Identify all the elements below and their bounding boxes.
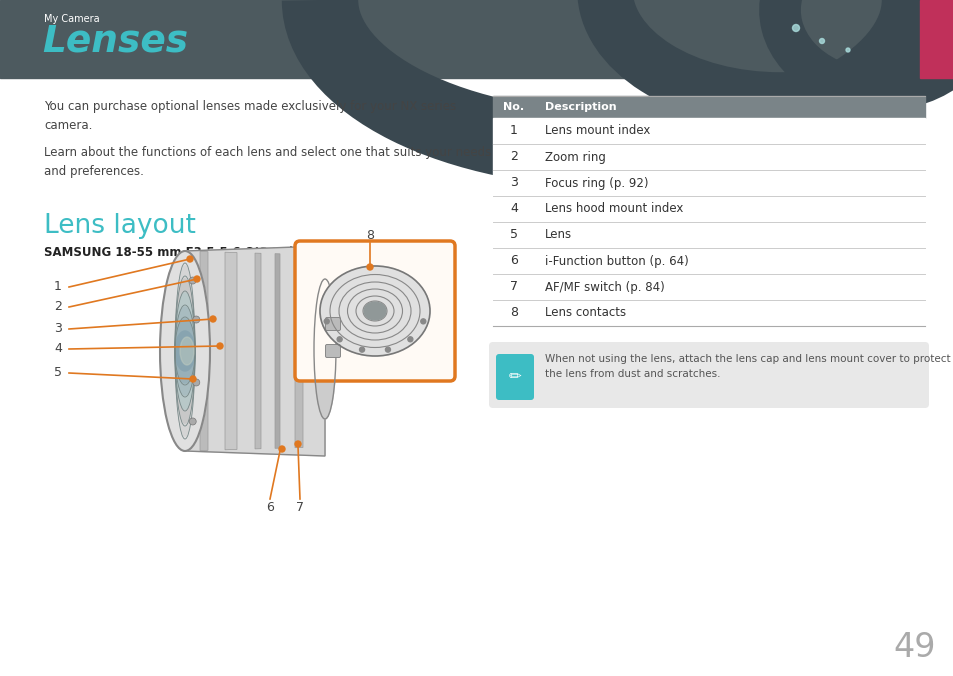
Text: 3: 3 xyxy=(510,176,517,189)
Text: 8: 8 xyxy=(366,229,374,242)
Text: When not using the lens, attach the lens cap and lens mount cover to protect
the: When not using the lens, attach the lens… xyxy=(544,354,949,379)
Text: Learn about the functions of each lens and select one that suits your needs
and : Learn about the functions of each lens a… xyxy=(44,146,491,178)
Circle shape xyxy=(193,316,199,323)
FancyBboxPatch shape xyxy=(294,241,455,381)
Circle shape xyxy=(367,264,373,270)
Ellipse shape xyxy=(174,331,194,371)
Text: Lens mount index: Lens mount index xyxy=(544,124,650,137)
Text: No.: No. xyxy=(503,102,524,112)
Text: 49: 49 xyxy=(893,631,935,664)
Polygon shape xyxy=(225,252,236,450)
Circle shape xyxy=(189,277,196,284)
Text: 5: 5 xyxy=(510,228,517,241)
Text: Lens layout: Lens layout xyxy=(44,213,195,239)
Circle shape xyxy=(210,316,215,322)
Text: 2: 2 xyxy=(54,301,62,314)
Circle shape xyxy=(216,343,223,349)
Text: Description: Description xyxy=(544,102,616,112)
Bar xyxy=(493,274,924,300)
Polygon shape xyxy=(254,253,261,449)
Circle shape xyxy=(324,319,329,324)
FancyBboxPatch shape xyxy=(325,345,340,358)
Circle shape xyxy=(189,418,196,425)
Text: SAMSUNG 18-55 mm F3.5-5.6 OIS III lens (example): SAMSUNG 18-55 mm F3.5-5.6 OIS III lens (… xyxy=(44,246,387,259)
Bar xyxy=(919,0,953,78)
Ellipse shape xyxy=(174,293,194,409)
Circle shape xyxy=(819,39,823,43)
Ellipse shape xyxy=(174,307,194,395)
Text: ✏: ✏ xyxy=(508,368,521,383)
Bar xyxy=(493,170,924,196)
Polygon shape xyxy=(274,254,280,448)
Ellipse shape xyxy=(174,319,194,383)
Circle shape xyxy=(336,337,342,342)
Ellipse shape xyxy=(174,266,194,436)
Bar xyxy=(493,96,924,118)
Bar xyxy=(493,144,924,170)
Bar xyxy=(493,300,924,326)
Circle shape xyxy=(408,337,413,342)
Circle shape xyxy=(193,276,200,282)
Text: 1: 1 xyxy=(510,124,517,137)
Bar xyxy=(0,0,953,78)
Text: Focus ring (p. 92): Focus ring (p. 92) xyxy=(544,176,648,189)
Text: 7: 7 xyxy=(295,501,304,514)
Circle shape xyxy=(294,441,301,447)
Bar xyxy=(493,222,924,248)
Polygon shape xyxy=(294,254,303,448)
Text: 7: 7 xyxy=(510,281,517,293)
Circle shape xyxy=(845,48,849,52)
Text: Lens contacts: Lens contacts xyxy=(544,306,625,320)
Text: 1: 1 xyxy=(54,281,62,293)
Ellipse shape xyxy=(180,337,193,365)
Text: Zoom ring: Zoom ring xyxy=(544,151,605,164)
Text: 2: 2 xyxy=(510,151,517,164)
Text: 4: 4 xyxy=(510,203,517,216)
Circle shape xyxy=(187,256,193,262)
Text: Lens: Lens xyxy=(544,228,572,241)
Circle shape xyxy=(792,24,799,32)
Text: 3: 3 xyxy=(54,322,62,335)
FancyBboxPatch shape xyxy=(496,354,534,400)
Ellipse shape xyxy=(364,302,386,320)
Ellipse shape xyxy=(160,251,210,451)
Circle shape xyxy=(193,379,199,386)
Text: My Camera: My Camera xyxy=(44,14,99,24)
Text: 5: 5 xyxy=(54,366,62,379)
Polygon shape xyxy=(185,246,325,456)
Circle shape xyxy=(359,347,364,352)
Text: Lenses: Lenses xyxy=(42,24,188,60)
Circle shape xyxy=(420,319,425,324)
Ellipse shape xyxy=(174,279,194,423)
FancyBboxPatch shape xyxy=(489,342,928,408)
Text: AF/MF switch (p. 84): AF/MF switch (p. 84) xyxy=(544,281,664,293)
Text: Lens hood mount index: Lens hood mount index xyxy=(544,203,682,216)
Polygon shape xyxy=(200,251,208,450)
Text: i-Function button (p. 64): i-Function button (p. 64) xyxy=(544,254,688,268)
Circle shape xyxy=(190,376,195,382)
Text: 6: 6 xyxy=(510,254,517,268)
Circle shape xyxy=(385,347,390,352)
Circle shape xyxy=(278,446,285,452)
Text: 8: 8 xyxy=(510,306,517,320)
Bar xyxy=(493,196,924,222)
Ellipse shape xyxy=(319,266,430,356)
Ellipse shape xyxy=(314,279,335,419)
Text: 4: 4 xyxy=(54,343,62,356)
Text: You can purchase optional lenses made exclusively for your NX series
camera.: You can purchase optional lenses made ex… xyxy=(44,100,456,132)
Text: 6: 6 xyxy=(266,501,274,514)
FancyBboxPatch shape xyxy=(325,318,340,331)
Bar xyxy=(493,248,924,274)
Bar xyxy=(493,118,924,144)
